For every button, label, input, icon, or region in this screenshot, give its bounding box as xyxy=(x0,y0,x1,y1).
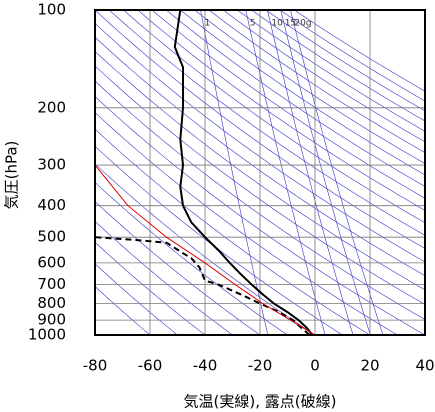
x-tick-label: 0 xyxy=(310,357,320,375)
dry-adiabat xyxy=(151,10,425,199)
dry-adiabat xyxy=(95,112,398,335)
dry-adiabat xyxy=(208,10,425,153)
dry-adiabat xyxy=(95,241,206,335)
dry-adiabat xyxy=(95,286,151,335)
x-tick-label: 40 xyxy=(415,357,434,375)
mixing-ratio-line xyxy=(280,10,371,335)
dry-adiabat xyxy=(95,263,178,335)
dry-adiabat xyxy=(180,10,425,176)
dry-adiabat xyxy=(123,10,425,224)
y-tick-label: 300 xyxy=(37,156,66,174)
dry-adiabat xyxy=(95,181,288,335)
y-tick-label: 600 xyxy=(37,253,66,271)
dry-adiabat xyxy=(137,10,425,211)
x-tick-label: -60 xyxy=(138,357,163,375)
y-tick-label: 500 xyxy=(37,228,66,246)
dry-adiabat xyxy=(95,96,425,335)
profile-line xyxy=(173,10,314,335)
y-tick-label: 400 xyxy=(37,196,66,214)
y-axis-title: 気圧(hPa) xyxy=(3,141,21,210)
dry-adiabat xyxy=(237,10,425,132)
mixing-ratio-label: 20g xyxy=(294,19,311,29)
x-tick-label: 20 xyxy=(360,357,379,375)
profile-line xyxy=(95,164,316,335)
x-tick-label: -20 xyxy=(248,357,273,375)
y-tick-label: 800 xyxy=(37,294,66,312)
y-tick-label: 1000 xyxy=(28,326,66,344)
mixing-ratio-line xyxy=(200,10,269,335)
y-tick-label: 100 xyxy=(37,1,66,19)
mixing-ratio-label: 15 xyxy=(285,19,296,29)
y-tick-label: 700 xyxy=(37,275,66,293)
mixing-ratio-line xyxy=(267,10,354,335)
plot-frame xyxy=(94,9,426,336)
dry-adiabat xyxy=(279,10,425,102)
y-tick-label: 200 xyxy=(37,98,66,116)
dry-adiabat xyxy=(95,80,425,320)
mixing-ratio-label: 5 xyxy=(250,19,256,29)
dry-adiabat xyxy=(95,36,425,277)
mixing-ratio-line xyxy=(245,10,326,335)
dry-adiabat xyxy=(109,10,425,236)
dry-adiabat xyxy=(95,128,371,335)
dry-adiabat xyxy=(95,220,233,335)
profile-line xyxy=(95,236,311,335)
mixing-ratio-line xyxy=(290,10,384,335)
dry-adiabat xyxy=(166,10,425,187)
dry-adiabat xyxy=(194,10,425,165)
mixing-ratio-label: 1 xyxy=(205,19,211,29)
x-axis-title: 気温(実線), 露点(破線) xyxy=(184,393,337,411)
dry-adiabat xyxy=(95,201,261,335)
x-tick-label: -80 xyxy=(83,357,108,375)
dry-adiabat xyxy=(95,50,425,291)
dry-adiabat xyxy=(95,10,425,249)
dry-adiabat xyxy=(95,23,425,263)
dry-adiabat xyxy=(95,65,425,305)
x-tick-label: -40 xyxy=(193,357,218,375)
y-tick-label: 900 xyxy=(37,311,66,329)
mixing-ratio-label: 10 xyxy=(271,19,283,29)
dry-adiabat xyxy=(95,163,316,335)
dry-adiabat xyxy=(222,10,425,143)
dry-adiabat xyxy=(294,10,425,92)
